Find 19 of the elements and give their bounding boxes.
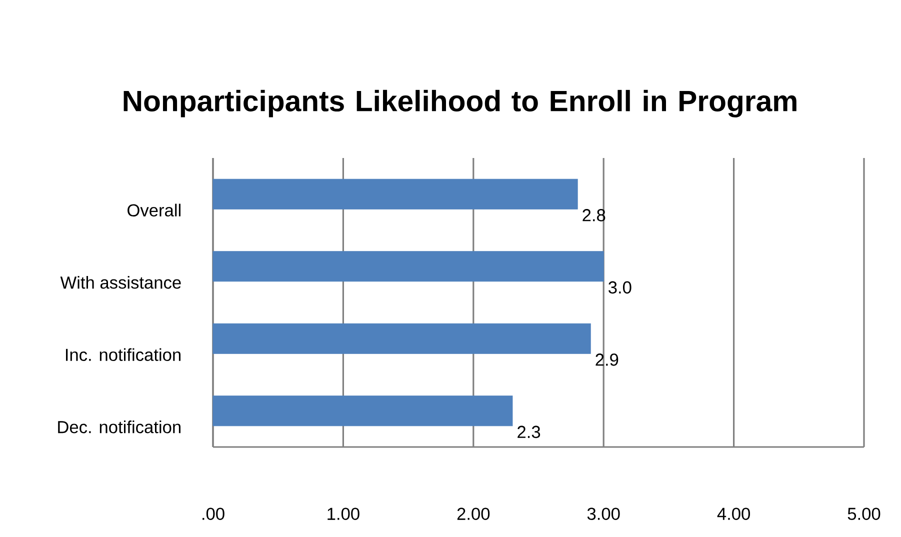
data-label: 2.8 <box>582 209 606 222</box>
x-tick-label: 5.00 <box>848 508 880 520</box>
x-tick-label: .00 <box>202 508 224 520</box>
data-label: 2.9 <box>596 354 618 366</box>
y-tick-label: With assistance <box>60 276 181 289</box>
data-label: 3.0 <box>608 281 632 294</box>
chart-title: Nonparticipants Likelihood to Enroll in Program <box>124 90 796 118</box>
x-tick-label: 1.00 <box>328 508 360 520</box>
bar <box>212 396 513 426</box>
y-tick-label: Overall <box>128 204 180 216</box>
bar <box>212 251 604 282</box>
x-tick-label: 3.00 <box>587 508 620 520</box>
y-tick-label: Dec. notification <box>58 420 180 434</box>
x-tick-label: 4.00 <box>717 508 750 520</box>
x-tick-label: 2.00 <box>457 508 490 520</box>
bar <box>212 178 578 210</box>
bar <box>212 323 591 354</box>
y-tick-label: Inc. notification <box>66 348 180 361</box>
data-label: 2.3 <box>518 426 540 438</box>
